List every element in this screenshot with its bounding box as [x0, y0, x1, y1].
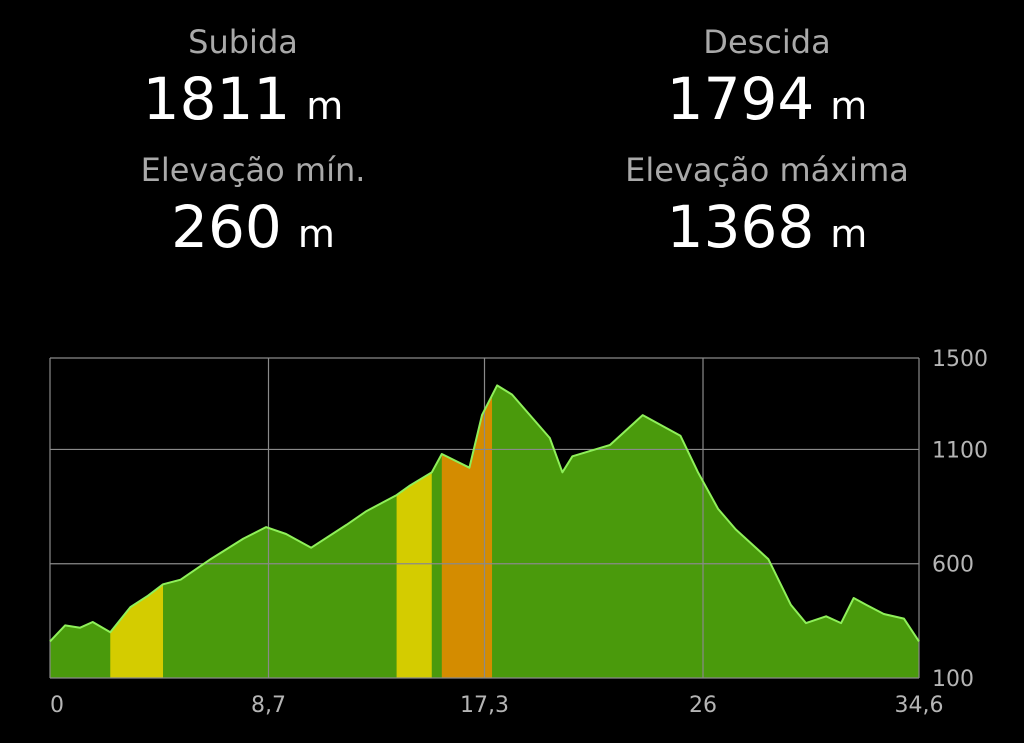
stat-value-descida: 1794 m — [666, 65, 868, 133]
stat-label-elevacao-max: Elevação máxima — [625, 151, 909, 189]
stat-unit: m — [830, 212, 868, 256]
stat-unit: m — [306, 84, 344, 128]
stat-elevacao-max: Elevação máxima 1368 m — [557, 154, 977, 256]
elevation-line — [49, 384, 920, 643]
highlight-band-1 — [110, 385, 164, 678]
x-tick-label: 17,3 — [460, 693, 509, 718]
highlight-band-2 — [396, 385, 432, 678]
x-tick-label: 34,6 — [895, 693, 944, 718]
stat-unit: m — [297, 212, 335, 256]
y-tick-label: 1100 — [932, 438, 988, 463]
stat-unit: m — [830, 84, 868, 128]
stat-value-elevacao-max: 1368 m — [666, 193, 868, 261]
x-tick-label: 8,7 — [251, 693, 286, 718]
stat-label-elevacao-min: Elevação mín. — [140, 151, 366, 189]
x-tick-label: 26 — [689, 693, 717, 718]
stat-value-elevacao-min: 260 m — [171, 193, 335, 261]
stat-descida: Descida 1794 m — [557, 26, 977, 128]
stat-value-subida: 1811 m — [142, 65, 344, 133]
y-tick-label: 600 — [932, 553, 974, 578]
y-tick-label: 1500 — [932, 347, 988, 372]
stat-label-descida: Descida — [703, 23, 831, 61]
stat-label-subida: Subida — [188, 23, 298, 61]
x-tick-label: 0 — [50, 693, 64, 718]
stat-subida: Subida 1811 m — [33, 26, 453, 128]
stat-elevacao-min: Elevação mín. 260 m — [43, 154, 463, 256]
y-tick-label: 100 — [932, 667, 974, 692]
